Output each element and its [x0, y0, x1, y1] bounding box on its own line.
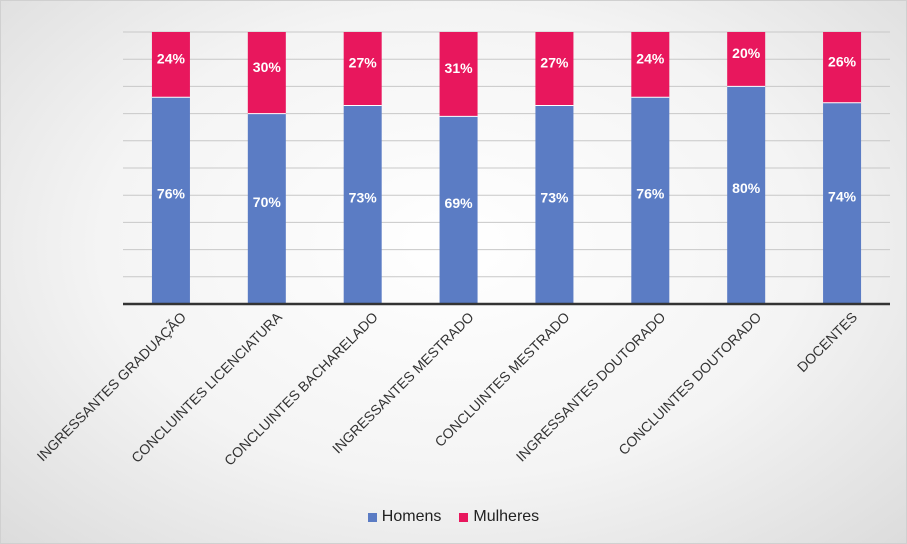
data-label-mulheres: 26%: [828, 53, 857, 69]
stacked-bar-chart: 76% 24% INGRESSANTES GRADUAÇÃO 70% 30% CONCLU…: [34, 31, 890, 469]
data-label-homens: 80%: [732, 180, 761, 196]
data-label-homens: 76%: [636, 186, 665, 202]
data-label-homens: 70%: [253, 194, 282, 210]
bar-mulheres: [631, 32, 670, 98]
legend-label-homens: Homens: [381, 508, 442, 525]
data-label-homens: 74%: [828, 188, 857, 204]
legend-item-mulheres: Mulheres: [459, 508, 539, 526]
data-label-mulheres: 20%: [732, 45, 761, 61]
legend-label-mulheres: Mulheres: [473, 508, 540, 525]
data-label-mulheres: 30%: [253, 59, 282, 75]
bar-mulheres: [535, 32, 574, 106]
x-tick-label: INGRESSANTES DOUTORADO: [513, 309, 669, 465]
bar-mulheres: [823, 32, 862, 103]
legend-swatch-homens: [367, 512, 377, 522]
data-label-homens: 76%: [157, 186, 186, 202]
x-tick-label: INGRESSANTES GRADUAÇÃO: [34, 309, 190, 465]
data-label-homens: 73%: [349, 190, 378, 206]
data-label-mulheres: 24%: [636, 51, 665, 67]
x-tick-label: CONCLUINTES LICENCIATURA: [128, 308, 285, 465]
legend-swatch-mulheres: [459, 512, 469, 522]
bar-mulheres: [727, 32, 766, 87]
bar-mulheres: [151, 32, 190, 98]
bar-homens: [535, 105, 574, 304]
bar-homens: [343, 105, 382, 304]
data-label-mulheres: 27%: [349, 55, 378, 71]
legend: Homens Mulheres: [0, 508, 907, 526]
bar-homens: [823, 102, 862, 304]
x-tick-label: DOCENTES: [794, 309, 860, 375]
bar-homens: [631, 97, 670, 304]
data-label-homens: 73%: [540, 190, 569, 206]
data-label-mulheres: 27%: [540, 55, 569, 71]
legend-item-homens: Homens: [367, 508, 442, 526]
bar-mulheres: [439, 32, 478, 117]
bar-mulheres: [247, 32, 286, 114]
data-label-mulheres: 31%: [445, 60, 474, 76]
bar-homens: [727, 86, 766, 305]
bar-homens: [439, 116, 478, 304]
bar-homens: [247, 113, 286, 304]
data-label-homens: 69%: [445, 195, 474, 211]
x-tick-label: CONCLUINTES BACHARELADO: [221, 309, 381, 469]
bar-homens: [151, 97, 190, 304]
bar-mulheres: [343, 32, 382, 106]
data-label-mulheres: 24%: [157, 51, 186, 67]
